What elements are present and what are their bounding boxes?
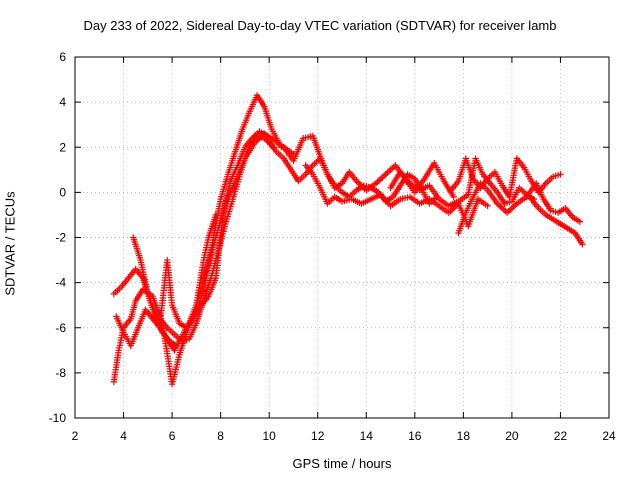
y-tick-label: 2 xyxy=(59,140,66,154)
data-point-marker xyxy=(377,175,385,183)
x-tick-label: 2 xyxy=(72,429,79,443)
data-point-marker xyxy=(511,201,519,209)
x-tick-label: 12 xyxy=(311,429,325,443)
data-point-marker xyxy=(376,177,383,184)
x-tick-label: 10 xyxy=(263,429,277,443)
y-tick-label: -2 xyxy=(55,231,66,245)
x-tick-label: 6 xyxy=(169,429,176,443)
y-tick-label: 6 xyxy=(59,50,66,64)
data-point-marker xyxy=(579,241,586,248)
data-point-marker xyxy=(508,204,516,212)
data-point-marker xyxy=(500,206,508,213)
data-point-marker xyxy=(384,169,391,177)
y-tick-label: -4 xyxy=(55,276,66,290)
y-tick-label: -10 xyxy=(49,411,67,425)
x-tick-label: 14 xyxy=(360,429,374,443)
series-sat-track-10 xyxy=(448,155,564,201)
x-tick-label: 24 xyxy=(602,429,616,443)
data-point-marker xyxy=(380,172,388,180)
y-tick-label: 0 xyxy=(59,185,66,199)
x-axis-label: GPS time / hours xyxy=(292,456,392,471)
data-point-marker xyxy=(212,211,219,219)
data-point-marker xyxy=(388,165,396,172)
x-tick-label: 4 xyxy=(120,429,127,443)
data-point-marker xyxy=(510,203,517,210)
y-tick-label: -8 xyxy=(55,366,66,380)
data-point-marker xyxy=(379,174,386,181)
data-point-marker xyxy=(387,166,394,174)
data-point-marker xyxy=(447,207,454,215)
data-point-marker xyxy=(576,218,584,225)
series-sat-track-7 xyxy=(280,132,457,201)
x-tick-label: 8 xyxy=(217,429,224,443)
x-tick-label: 16 xyxy=(408,429,422,443)
data-point-marker xyxy=(495,201,503,209)
data-point-marker xyxy=(382,171,389,178)
x-tick-label: 18 xyxy=(457,429,471,443)
y-tick-label: 4 xyxy=(59,95,66,109)
data-point-marker xyxy=(503,209,511,216)
series-sat-track-5 xyxy=(149,128,270,331)
data-point-marker xyxy=(484,202,491,210)
data-point-marker xyxy=(385,168,393,175)
x-tick-label: 20 xyxy=(505,429,519,443)
series-sat-track-11 xyxy=(455,180,584,237)
series-sat-track-3 xyxy=(130,92,285,349)
x-tick-label: 22 xyxy=(554,429,568,443)
data-point-marker xyxy=(374,178,381,186)
y-tick-label: -6 xyxy=(55,321,66,335)
data-point-marker xyxy=(557,171,564,178)
data-point-marker xyxy=(263,132,270,140)
data-point-marker xyxy=(507,206,514,213)
chart-title: Day 233 of 2022, Sidereal Day-to-day VTE… xyxy=(83,18,557,33)
series-sat-track-12 xyxy=(528,195,586,248)
series-sat-track-9 xyxy=(387,155,537,210)
data-point-marker xyxy=(505,207,512,215)
data-point-marker xyxy=(450,193,457,201)
